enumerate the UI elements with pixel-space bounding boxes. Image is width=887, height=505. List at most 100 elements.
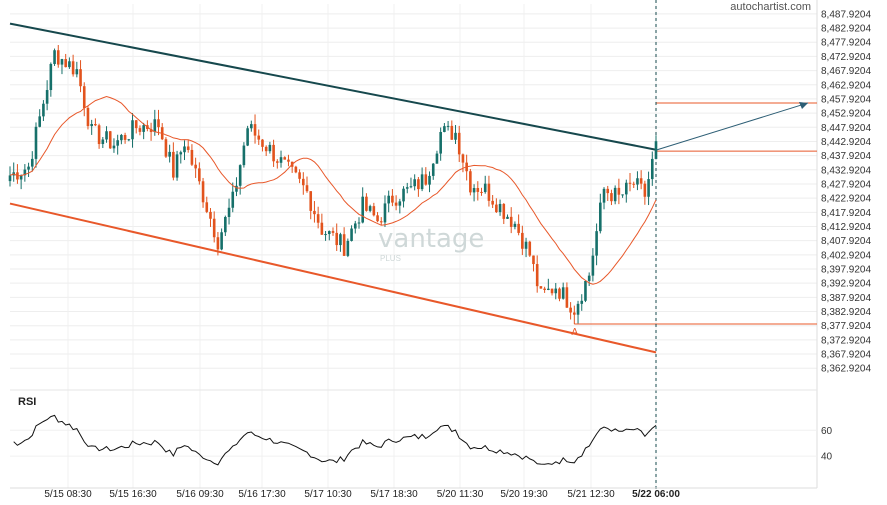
candle-body bbox=[584, 280, 587, 301]
candle-body bbox=[543, 288, 546, 290]
candle-body bbox=[591, 255, 595, 276]
candle-body bbox=[105, 131, 108, 140]
brand-label[interactable]: autochartist.com bbox=[730, 1, 811, 13]
candle-body bbox=[209, 211, 212, 219]
price-tick-label: 8,457.9204 bbox=[821, 94, 871, 105]
candle-body bbox=[279, 157, 283, 163]
candle-body bbox=[23, 169, 27, 176]
candle-body bbox=[75, 69, 79, 75]
candle-body bbox=[298, 172, 301, 179]
candle-body bbox=[246, 128, 249, 146]
time-tick-label: 5/20 11:30 bbox=[437, 489, 484, 500]
price-tick-label: 8,437.9204 bbox=[821, 151, 871, 162]
candle-body bbox=[606, 188, 610, 194]
candle-body bbox=[268, 144, 272, 152]
candle-body bbox=[624, 182, 628, 195]
candle-body bbox=[424, 174, 428, 185]
candle-body bbox=[535, 264, 539, 287]
candle-body bbox=[506, 216, 509, 219]
price-tick-label: 8,417.9204 bbox=[821, 208, 871, 219]
price-tick-label: 8,387.9204 bbox=[821, 293, 871, 304]
candle-body bbox=[86, 107, 90, 127]
candle-body bbox=[49, 63, 53, 91]
candle-body bbox=[365, 196, 368, 211]
pattern-lines: A bbox=[9, 0, 817, 490]
price-tick-label: 8,462.9204 bbox=[821, 80, 871, 91]
candle-body bbox=[309, 191, 313, 211]
candle-body bbox=[639, 178, 643, 184]
forecast-arrow-line bbox=[655, 102, 809, 151]
candle-body bbox=[186, 146, 190, 150]
candle-body bbox=[19, 175, 23, 180]
candle-body bbox=[565, 287, 569, 308]
candle-body bbox=[183, 146, 186, 153]
candle-body bbox=[628, 182, 632, 184]
candle-body bbox=[45, 90, 49, 104]
candle-body bbox=[498, 203, 502, 213]
price-tick-label: 8,407.9204 bbox=[821, 236, 871, 247]
candle-body bbox=[316, 214, 320, 223]
candle-body bbox=[361, 196, 365, 223]
candle-body bbox=[194, 164, 197, 169]
candle-body bbox=[647, 179, 650, 197]
candle-body bbox=[610, 193, 613, 202]
candle-body bbox=[164, 139, 168, 157]
price-tick-label: 8,447.9204 bbox=[821, 123, 871, 134]
candle-body bbox=[654, 141, 658, 159]
candle-body bbox=[224, 217, 227, 233]
candle-body bbox=[71, 61, 75, 75]
candle-body bbox=[476, 188, 480, 192]
candle-body bbox=[576, 303, 580, 315]
candle-body bbox=[487, 183, 491, 201]
candle-body bbox=[101, 139, 105, 145]
candle-body bbox=[457, 132, 461, 155]
watermark-logo: vantage PLUS bbox=[378, 224, 484, 263]
ma-line bbox=[9, 95, 657, 285]
candle-body bbox=[198, 168, 201, 182]
price-tick-label: 8,432.9204 bbox=[821, 165, 871, 176]
price-tick-label: 8,367.9204 bbox=[821, 350, 871, 361]
candle-body bbox=[573, 312, 576, 315]
candle-body bbox=[446, 125, 450, 127]
time-axis: 5/15 08:30 5/15 16:30 5/16 09:30 5/16 17:30… bbox=[10, 487, 817, 500]
support-line bbox=[9, 202, 657, 354]
candle-body bbox=[283, 157, 287, 160]
candle-body bbox=[320, 222, 324, 235]
candle-body bbox=[617, 187, 621, 195]
candle-body bbox=[435, 153, 439, 164]
watermark-sub: PLUS bbox=[380, 254, 401, 263]
candle-body bbox=[272, 144, 275, 162]
candle-body bbox=[120, 134, 123, 141]
candle-body bbox=[216, 237, 220, 250]
time-tick-label: 5/17 10:30 bbox=[304, 489, 352, 500]
candle-body bbox=[201, 181, 205, 203]
candle-body bbox=[30, 158, 34, 167]
candle-body bbox=[569, 307, 572, 313]
rsi-tick-label: 40 bbox=[821, 452, 833, 463]
forecast-arrow-head bbox=[799, 101, 808, 109]
grid bbox=[10, 0, 818, 490]
candle-body bbox=[480, 191, 483, 193]
rsi-line bbox=[13, 414, 657, 466]
candle-body bbox=[64, 59, 67, 68]
candle-body bbox=[82, 86, 86, 108]
candle-body bbox=[394, 202, 398, 206]
candle-body bbox=[68, 61, 71, 68]
price-tick-label: 8,467.9204 bbox=[821, 66, 871, 77]
candle-body bbox=[472, 188, 476, 193]
candle-body bbox=[636, 178, 639, 185]
candle-body bbox=[335, 232, 339, 246]
candle-body bbox=[439, 131, 442, 154]
candle-body bbox=[469, 171, 472, 193]
candle-body bbox=[443, 126, 446, 132]
candle-body bbox=[131, 120, 134, 140]
candle-body bbox=[38, 116, 42, 127]
candle-body bbox=[42, 103, 45, 117]
time-tick-label: 5/15 08:30 bbox=[44, 489, 92, 500]
candle-body bbox=[561, 287, 565, 299]
candle-body bbox=[227, 207, 231, 218]
candle-body bbox=[353, 223, 357, 229]
candle-body bbox=[34, 126, 38, 159]
candle-body bbox=[409, 186, 413, 188]
